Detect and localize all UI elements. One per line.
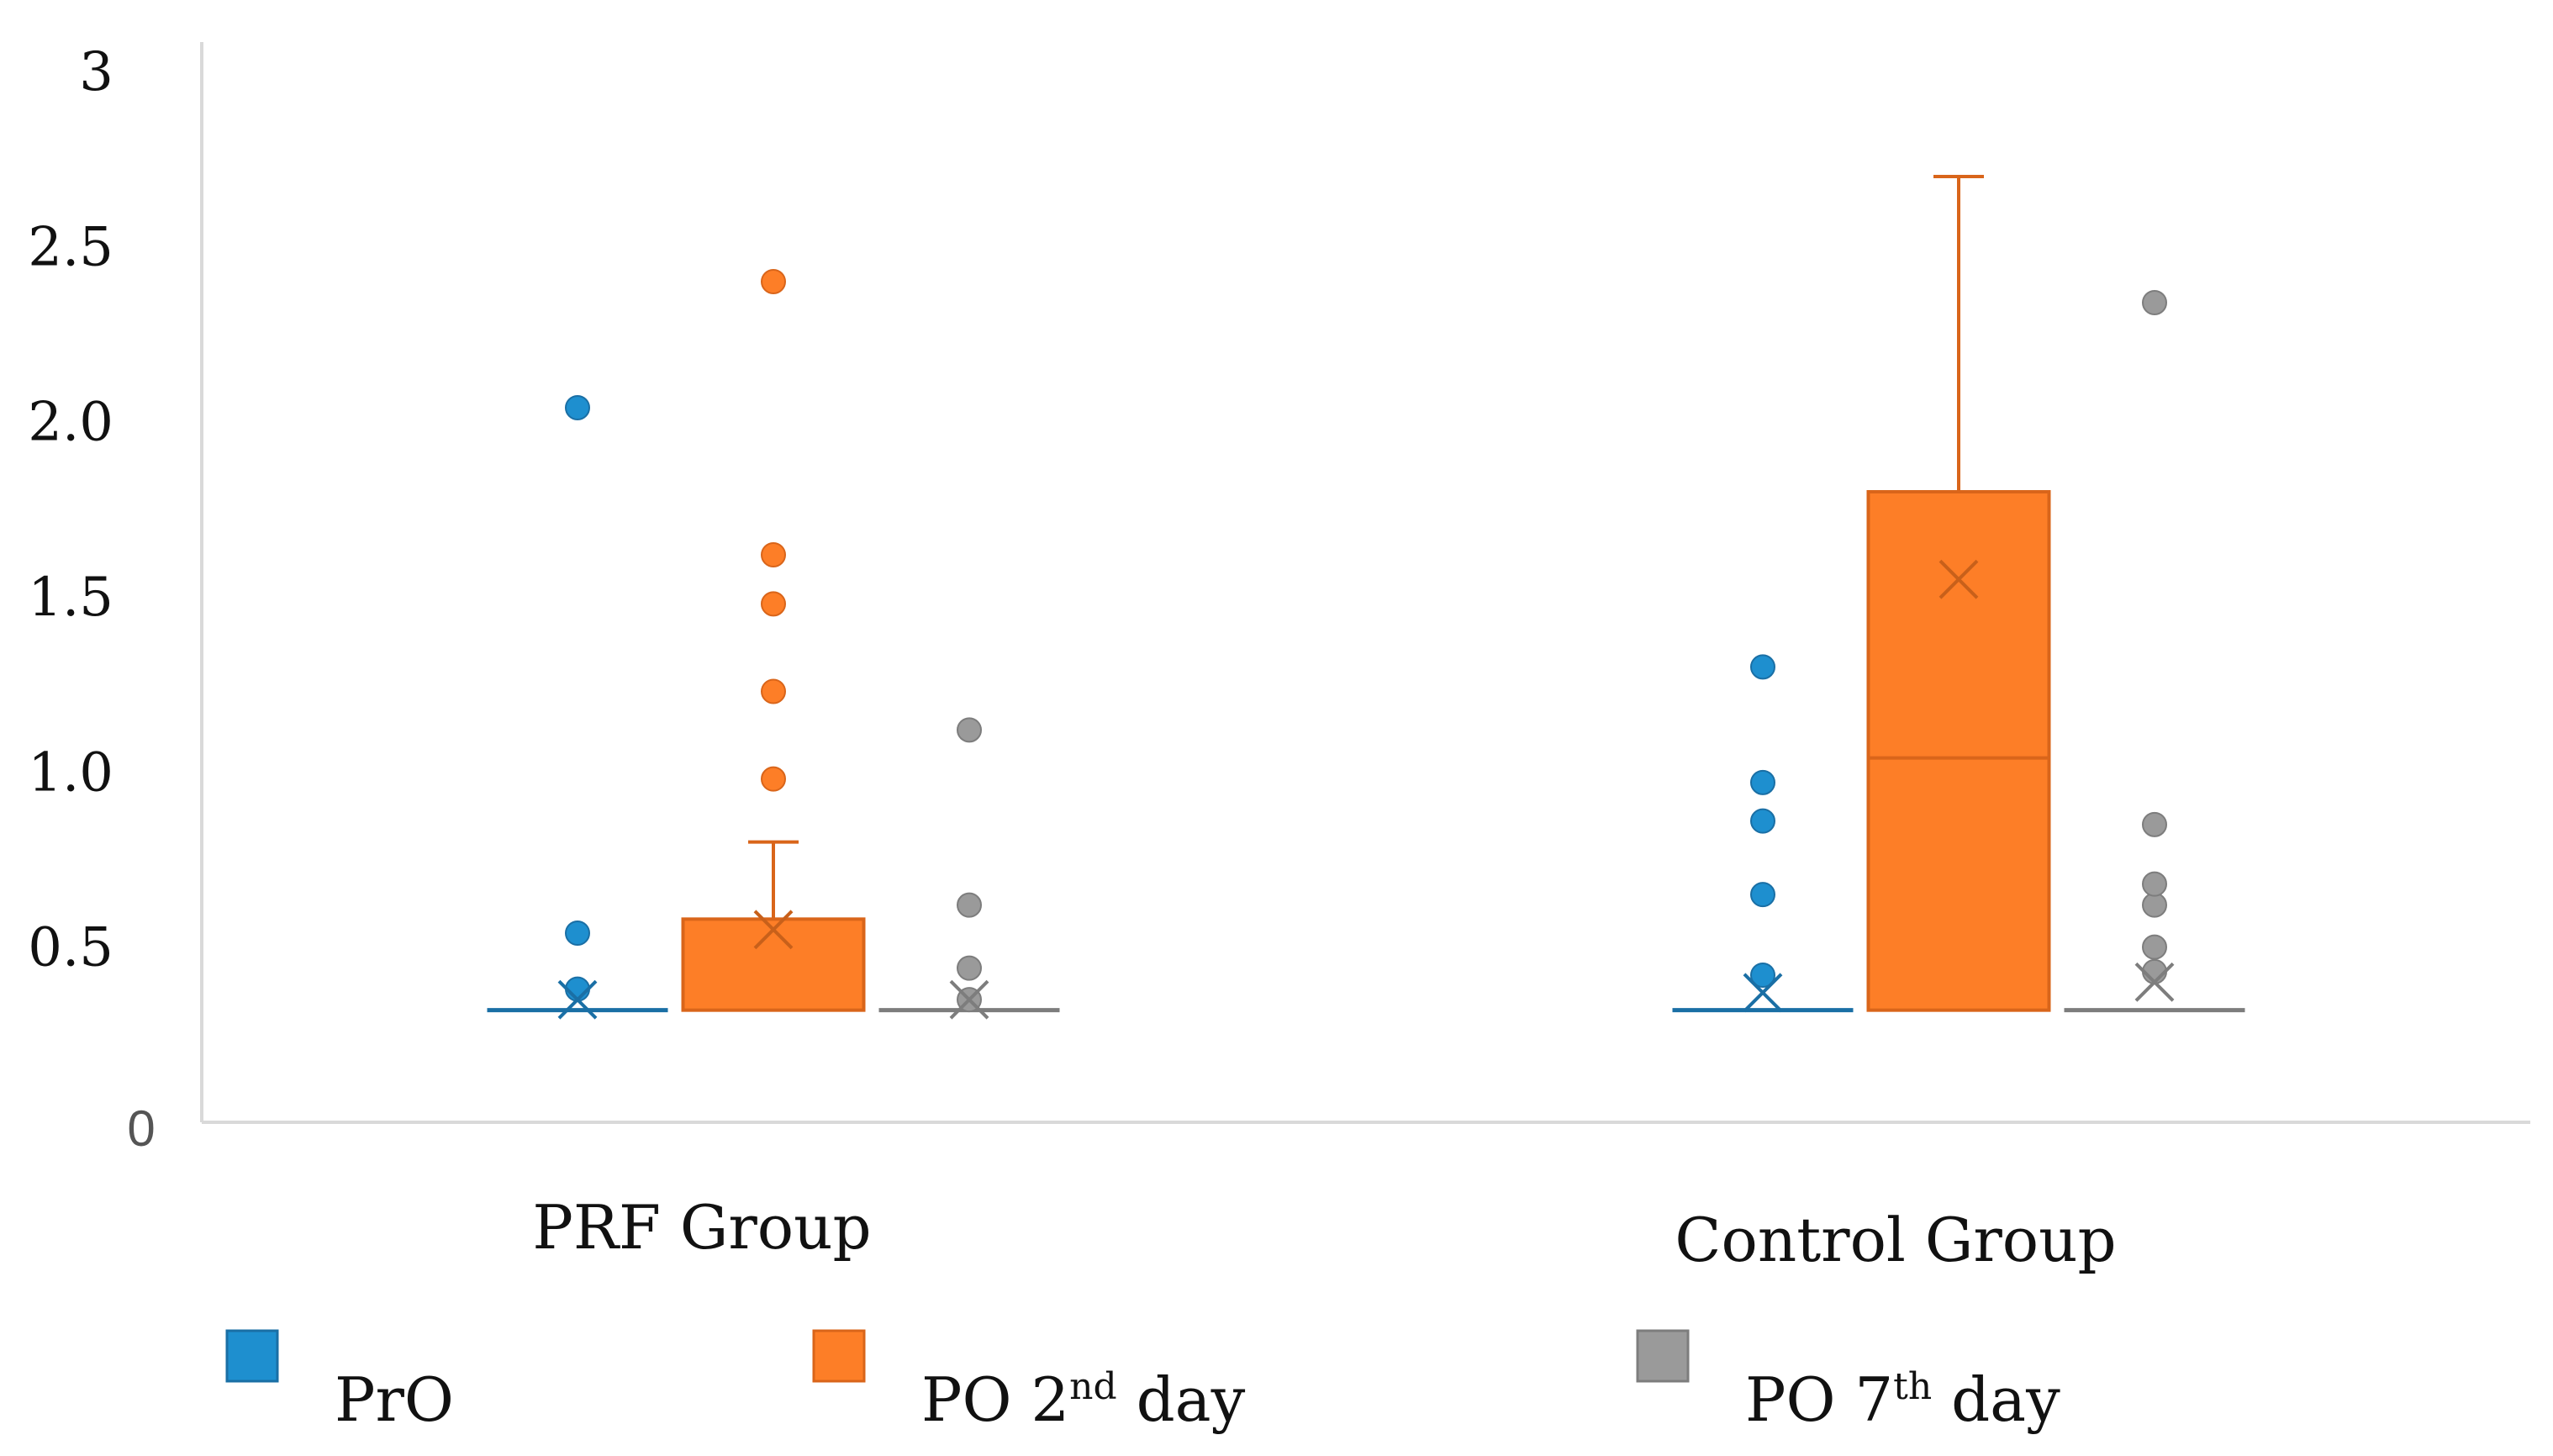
legend-label: PrO [335, 1364, 454, 1435]
outlier-point [2142, 934, 2167, 960]
y-tick-label: 0 [127, 1100, 155, 1157]
box-0-0 [487, 395, 668, 1020]
legend-swatch [812, 1329, 866, 1383]
box-2-0 [878, 717, 1060, 1020]
mean-marker [753, 910, 794, 950]
category-label: PRF Group [532, 1192, 871, 1263]
outlier-point [2142, 892, 2167, 918]
mean-marker [1743, 973, 1783, 1013]
y-tick-label: 3 [79, 41, 113, 103]
y-tick-label: 1.5 [28, 567, 113, 629]
legend-label-superscript: th [1893, 1365, 1932, 1408]
legend-item[interactable]: PO 2nd day [812, 1329, 1246, 1435]
y-tick-label: 2.0 [28, 392, 113, 454]
outlier-point [2142, 871, 2167, 897]
legend-label-superscript: nd [1069, 1365, 1117, 1408]
outlier-point [761, 766, 786, 792]
mean-marker [2134, 962, 2175, 1002]
outlier-point [761, 269, 786, 294]
mean-marker [949, 979, 989, 1020]
outlier-point [1750, 963, 1775, 988]
outlier-point [565, 921, 590, 946]
outlier-point [761, 591, 786, 617]
outlier-point [957, 955, 982, 981]
legend-label: PO 7th day [1745, 1364, 2060, 1435]
box-1-1 [1866, 175, 2051, 1012]
legend-swatch [1636, 1329, 1690, 1383]
legend-swatch [225, 1329, 279, 1383]
boxes [487, 175, 2245, 1020]
outlier-point [1750, 882, 1775, 908]
box-body [1866, 490, 2051, 1012]
outlier-point [957, 717, 982, 743]
box-2-1 [2064, 290, 2245, 1013]
legend-label-suffix: day [1932, 1364, 2060, 1435]
outlier-point [2142, 290, 2167, 315]
y-tick-label: 0.5 [28, 917, 113, 979]
outlier-point [761, 678, 786, 704]
legend-label: PO 2nd day [921, 1364, 1246, 1435]
y-axis-ticks: 0 0.5 1.0 1.5 2.0 2.5 3 [28, 41, 155, 1157]
outlier-point [2142, 811, 2167, 837]
legend-label-main: PrO [335, 1364, 454, 1435]
legend-label-main: PO 7 [1745, 1364, 1893, 1435]
category-labels: PRF Group Control Group [532, 1192, 2116, 1275]
y-tick-label: 1.0 [28, 741, 113, 804]
box-1-0 [681, 269, 866, 1012]
outlier-point [1750, 769, 1775, 795]
outlier-point [565, 395, 590, 420]
box-body [681, 917, 866, 1012]
outlier-point [957, 892, 982, 918]
axes [200, 42, 2530, 1124]
legend-label-main: PO 2 [921, 1364, 1069, 1435]
legend-item[interactable]: PrO [225, 1329, 454, 1435]
mean-marker [557, 979, 598, 1020]
outlier-point [761, 542, 786, 567]
outlier-point [1750, 808, 1775, 834]
box-0-1 [1672, 654, 1854, 1013]
legend-item[interactable]: PO 7th day [1636, 1329, 2060, 1435]
category-label: Control Group [1675, 1205, 2116, 1275]
legend[interactable]: PrO PO 2nd day PO 7th day [225, 1329, 2060, 1435]
legend-label-suffix: day [1117, 1364, 1246, 1435]
y-tick-label: 2.5 [28, 216, 113, 278]
outlier-point [1750, 654, 1775, 680]
mean-marker [1938, 559, 1979, 599]
